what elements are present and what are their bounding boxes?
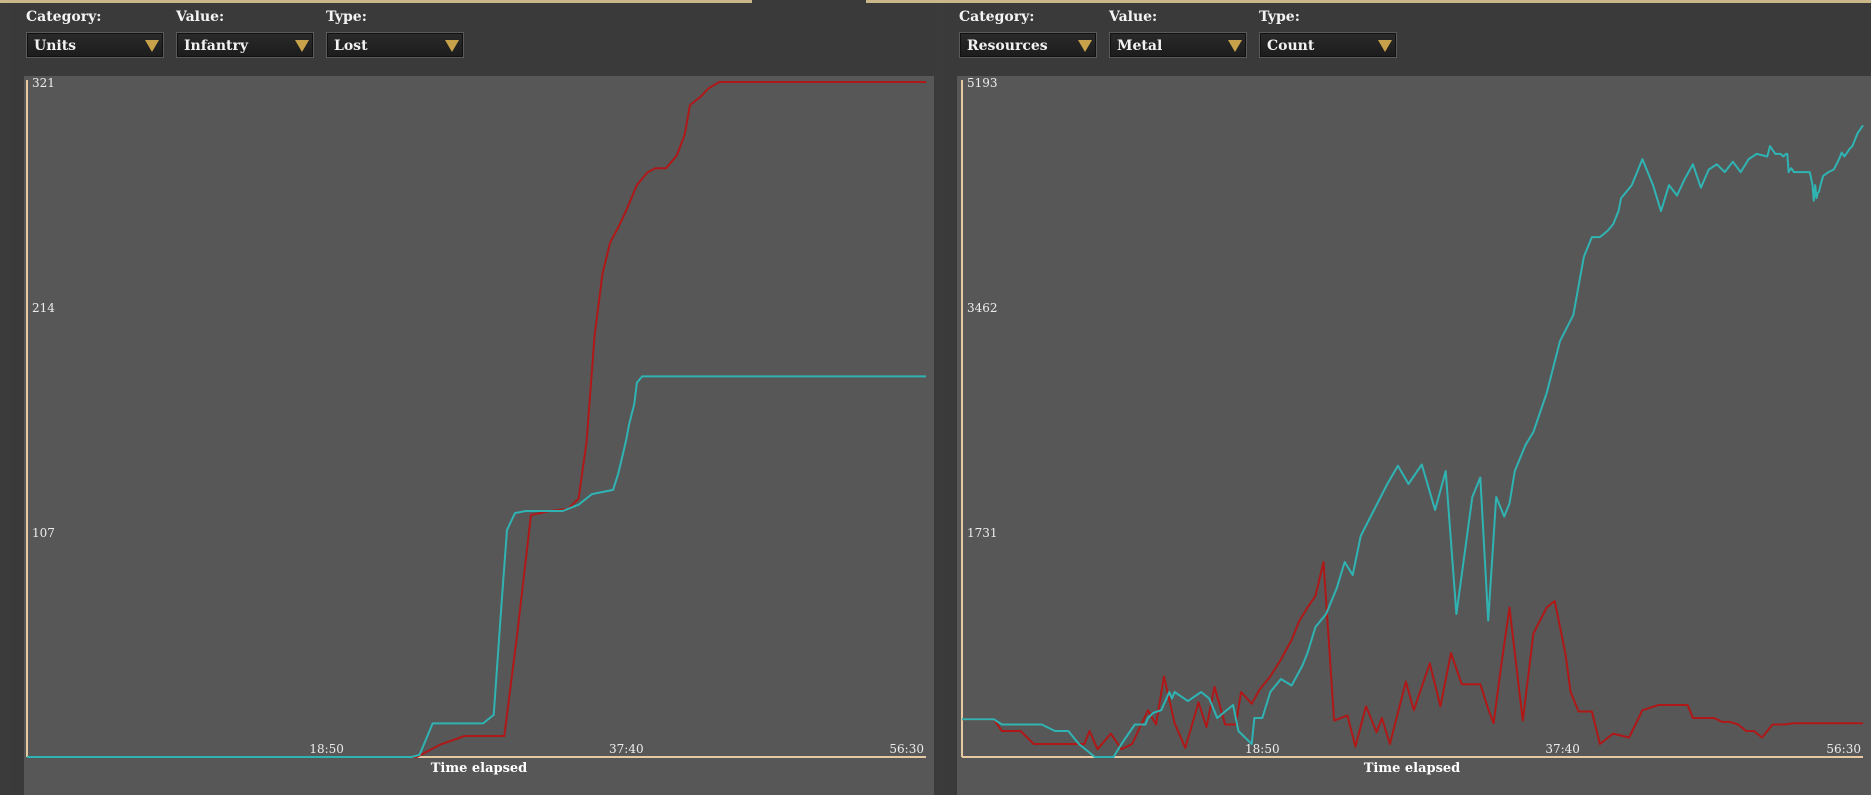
right-category-label: Category:: [959, 9, 1035, 25]
right-type-control: Type: Count: [1259, 8, 1399, 58]
left-value-label: Value:: [176, 9, 225, 25]
x-tick-label: 56:30: [889, 742, 924, 756]
right-top-accent: [866, 0, 1871, 3]
right-value-select[interactable]: Metal: [1109, 32, 1247, 58]
series-line-1: [27, 375, 926, 758]
dropdown-arrow-icon: [145, 40, 159, 52]
y-tick-label: 3462: [967, 301, 998, 315]
series-line-0: [962, 561, 1863, 751]
x-tick-label: 37:40: [1545, 742, 1580, 756]
left-value-control: Value: Infantry: [176, 8, 316, 58]
right-category-control: Category: Resources: [959, 8, 1099, 58]
dropdown-arrow-icon: [1078, 40, 1092, 52]
left-category-value: Units: [34, 38, 77, 54]
x-tick-label: 56:30: [1826, 742, 1861, 756]
x-tick-label: 37:40: [609, 742, 644, 756]
x-axis-title: Time elapsed: [1364, 761, 1461, 776]
left-line-chart: 107 214 321 18:50 37:40 56:30 Time elapsed: [24, 76, 934, 795]
right-value-value: Metal: [1117, 38, 1163, 54]
right-category-value: Resources: [967, 38, 1048, 54]
x-tick-label: 18:50: [309, 742, 344, 756]
x-tick-label: 18:50: [1245, 742, 1280, 756]
right-type-select[interactable]: Count: [1259, 32, 1397, 58]
y-tick-label: 5193: [967, 76, 998, 90]
dropdown-arrow-icon: [445, 40, 459, 52]
right-line-chart: 1731 3462 5193 18:50 37:40 56:30 Time elapsed: [957, 76, 1871, 795]
dropdown-arrow-icon: [1378, 40, 1392, 52]
right-category-select[interactable]: Resources: [959, 32, 1097, 58]
left-category-label: Category:: [26, 9, 102, 25]
left-type-control: Type: Lost: [326, 8, 466, 58]
right-value-control: Value: Metal: [1109, 8, 1249, 58]
x-axis-title: Time elapsed: [431, 761, 528, 776]
dropdown-arrow-icon: [1228, 40, 1242, 52]
right-controls: Category: Resources Value: Metal Type: C…: [933, 8, 1871, 60]
left-category-select[interactable]: Units: [26, 32, 164, 58]
left-value-select[interactable]: Infantry: [176, 32, 314, 58]
right-type-value: Count: [1267, 38, 1315, 54]
y-tick-label: 107: [32, 526, 55, 540]
y-tick-label: 1731: [967, 526, 998, 540]
y-tick-label: 214: [32, 301, 55, 315]
left-type-select[interactable]: Lost: [326, 32, 464, 58]
dropdown-arrow-icon: [295, 40, 309, 52]
series-line-1: [962, 124, 1864, 758]
series-line-0: [27, 81, 926, 758]
left-category-control: Category: Units: [26, 8, 166, 58]
right-type-label: Type:: [1259, 9, 1300, 25]
left-type-value: Lost: [334, 38, 368, 54]
left-controls: Category: Units Value: Infantry Type: Lo…: [0, 8, 935, 60]
left-type-label: Type:: [326, 9, 367, 25]
y-tick-label: 321: [32, 76, 55, 90]
right-value-label: Value:: [1109, 9, 1158, 25]
left-value-value: Infantry: [184, 38, 248, 54]
left-top-accent: [0, 0, 752, 3]
